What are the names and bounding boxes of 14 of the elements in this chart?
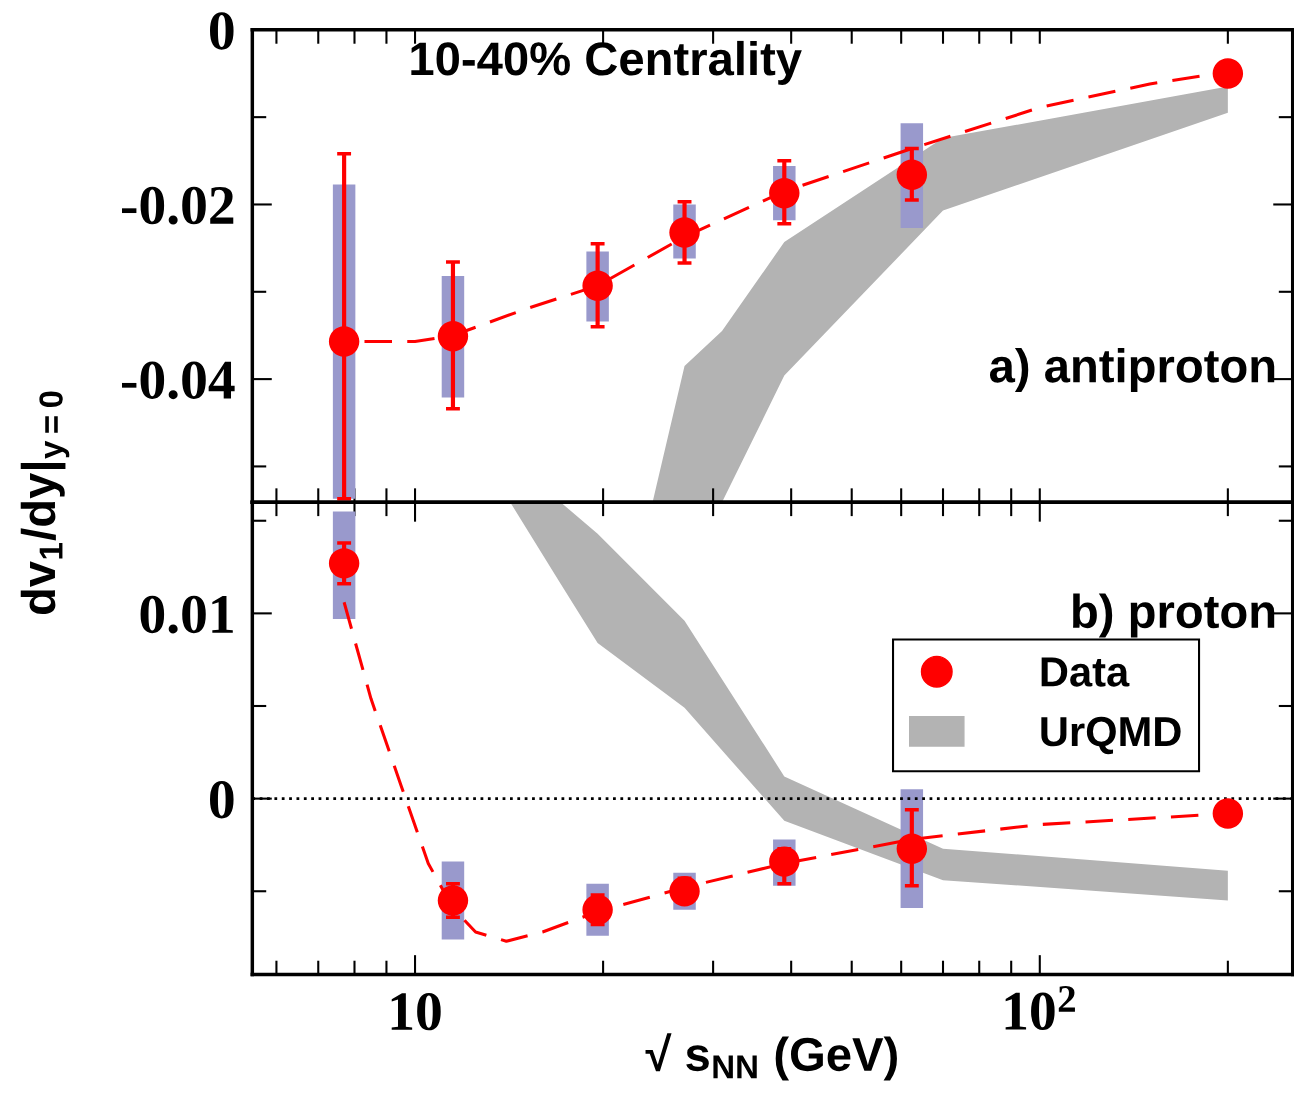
y-tick-label: 0 [210,780,234,819]
y-tick-label: 0 [210,12,234,50]
legend-label: UrQMD [1041,716,1181,755]
x-axis-title: √ s$_{NN}$ (GeV) [645,1033,897,1081]
y-tick-label: -0.02 [121,186,234,225]
x-tick-label: 10 [391,992,441,1031]
annotation: a) antiproton [989,347,1275,392]
y-tick-label: -0.04 [121,361,235,400]
y-axis-title: dv$_{1}$/dy|$_{y=0}$ [20,391,70,615]
legend-label: Data [1041,657,1130,687]
x-tick-label: 10$^{2}$ [1005,985,1075,1031]
chart-title: 10-40% Centrality [411,40,802,85]
y-tick-label: 0.01 [140,595,233,634]
annotation: b) proton [1073,593,1275,638]
